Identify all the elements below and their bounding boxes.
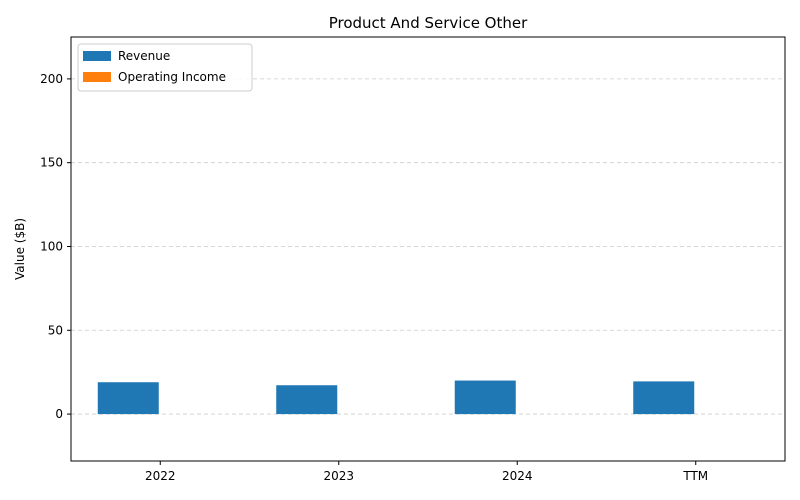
legend-swatch-operating-income (83, 72, 111, 82)
bars (97, 380, 695, 415)
bar-revenue-ttm (633, 381, 695, 415)
bar-revenue-2023 (276, 385, 338, 415)
y-tick-label-0: 0 (55, 407, 63, 421)
legend-label-operating-income: Operating Income (118, 70, 226, 84)
y-tick-label-50: 50 (48, 323, 63, 337)
x-tick-label-2023: 2023 (323, 469, 354, 483)
y-axis-label: Value ($B) (13, 218, 27, 280)
plot-frame (70, 36, 786, 462)
y-tick-label-150: 150 (40, 156, 63, 170)
legend-box (77, 43, 253, 92)
bar-revenue-2022 (97, 382, 159, 415)
x-tick-label-2022: 2022 (145, 469, 176, 483)
x-tick-label-2024: 2024 (502, 469, 533, 483)
x-tick-label-ttm: TTM (682, 469, 708, 483)
bar-revenue-2024 (454, 380, 516, 415)
chart-title: Product And Service Other (329, 14, 528, 32)
legend-label-revenue: Revenue (118, 49, 170, 63)
y-tick-label-200: 200 (40, 72, 63, 86)
x-ticks: 2022 2023 2024 TTM (145, 461, 708, 483)
legend: Revenue Operating Income (77, 43, 253, 92)
y-tick-label-100: 100 (40, 239, 63, 253)
y-ticks: 0 50 100 150 200 (40, 72, 71, 421)
grid-lines (71, 78, 785, 415)
legend-swatch-revenue (83, 51, 111, 61)
